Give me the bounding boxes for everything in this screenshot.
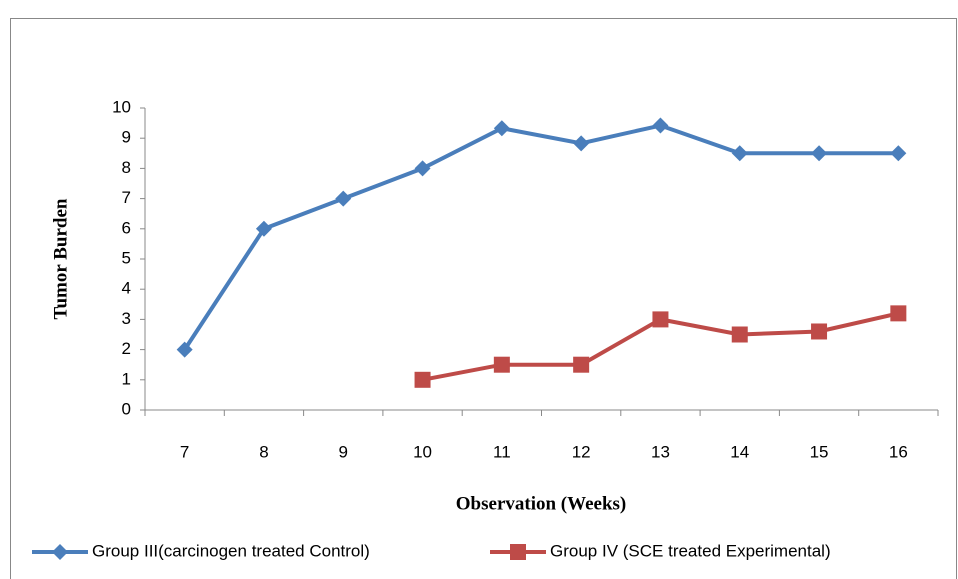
y-tick-label: 0 (122, 399, 131, 418)
marker (493, 356, 510, 373)
x-tick-label: 7 (180, 442, 189, 461)
y-tick-label: 7 (122, 188, 131, 207)
x-tick-label: 10 (413, 442, 432, 461)
y-axis-label: Tumor Burden (50, 198, 71, 319)
marker (176, 341, 193, 358)
y-tick-label: 8 (122, 158, 131, 177)
x-tick-label: 15 (810, 442, 829, 461)
legend-label: Group IV (SCE treated Experimental) (550, 541, 831, 560)
y-tick-label: 9 (122, 128, 131, 147)
x-tick-label: 11 (493, 442, 511, 461)
y-tick-label: 3 (122, 309, 131, 328)
y-tick-label: 10 (112, 97, 131, 116)
marker (652, 311, 669, 328)
marker (731, 326, 748, 343)
x-tick-label: 9 (339, 442, 348, 461)
y-tick-label: 1 (122, 369, 131, 388)
y-tick-label: 2 (122, 339, 131, 358)
chart-frame (10, 18, 957, 579)
marker (731, 145, 748, 162)
y-tick-label: 4 (122, 279, 131, 298)
y-tick-label: 6 (122, 218, 131, 237)
marker (414, 371, 431, 388)
x-tick-label: 16 (889, 442, 908, 461)
x-tick-label: 14 (730, 442, 749, 461)
marker (510, 544, 526, 560)
marker (652, 117, 669, 134)
x-tick-label: 13 (651, 442, 670, 461)
legend-label: Group III(carcinogen treated Control) (92, 541, 370, 560)
marker (573, 356, 590, 373)
marker (255, 220, 272, 237)
marker (335, 190, 352, 207)
marker (52, 544, 68, 560)
marker (890, 145, 907, 162)
marker (414, 160, 431, 177)
series-line (182, 123, 899, 351)
x-tick-label: 12 (572, 442, 591, 461)
marker (890, 305, 907, 322)
x-axis-label: Observation (Weeks) (456, 493, 626, 514)
marker (573, 135, 590, 152)
marker (811, 323, 828, 340)
y-tick-label: 5 (122, 248, 131, 267)
marker (493, 120, 510, 137)
marker (811, 145, 828, 162)
x-tick-label: 8 (259, 442, 268, 461)
